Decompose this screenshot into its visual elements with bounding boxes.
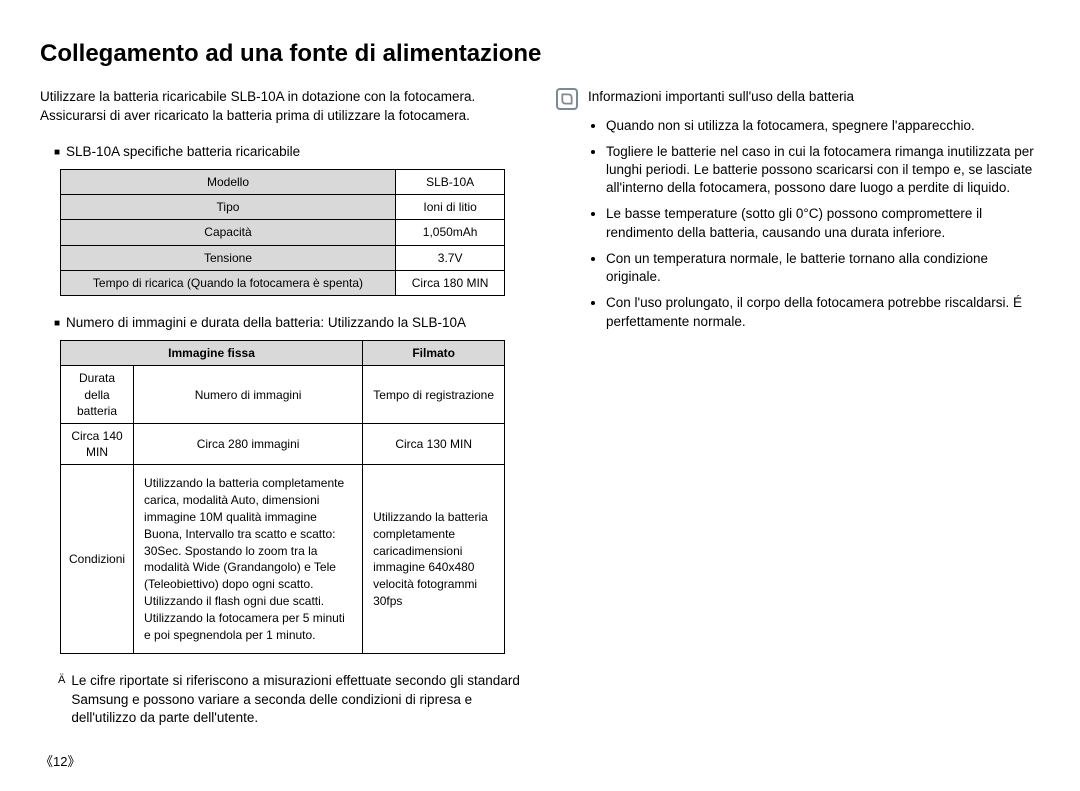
info-block: Informazioni importanti sull'uso della b… xyxy=(556,88,1040,338)
table-row: Tensione3.7V xyxy=(61,245,505,270)
page-number: 《12》 xyxy=(40,753,524,771)
left-column: Utilizzare la batteria ricaricabile SLB-… xyxy=(40,88,524,770)
footnote-text: Le cifre riportate si riferiscono a misu… xyxy=(71,672,524,727)
table-row: Immagine fissa Filmato xyxy=(61,341,505,366)
list-item: Quando non si utilizza la fotocamera, sp… xyxy=(606,117,1040,135)
table-row: Capacità1,050mAh xyxy=(61,220,505,245)
footnote-mark: Ä xyxy=(58,672,65,727)
list-item: Con un temperatura normale, le batterie … xyxy=(606,250,1040,286)
duration-table: Immagine fissa Filmato Durata della batt… xyxy=(60,340,505,654)
list-item: Le basse temperature (sotto gli 0°C) pos… xyxy=(606,205,1040,241)
right-column: Informazioni importanti sull'uso della b… xyxy=(556,88,1040,770)
col-header-still: Immagine fissa xyxy=(61,341,363,366)
spec-heading: SLB-10A specifiche batteria ricaricabile xyxy=(54,143,524,161)
list-item: Con l'uso prolungato, il corpo della fot… xyxy=(606,294,1040,330)
two-column-layout: Utilizzare la batteria ricaricabile SLB-… xyxy=(40,88,1040,770)
info-content: Informazioni importanti sull'uso della b… xyxy=(588,88,1040,338)
spec-table: ModelloSLB-10A TipoIoni di litio Capacit… xyxy=(60,169,505,296)
intro-paragraph: Utilizzare la batteria ricaricabile SLB-… xyxy=(40,88,524,124)
duration-heading: Numero di immagini e durata della batter… xyxy=(54,314,524,332)
table-row: Condizioni Utilizzando la batteria compl… xyxy=(61,465,505,654)
table-row: Tempo di ricarica (Quando la fotocamera … xyxy=(61,270,505,295)
info-list: Quando non si utilizza la fotocamera, sp… xyxy=(588,117,1040,331)
conditions-label: Condizioni xyxy=(61,465,134,654)
note-icon xyxy=(556,88,578,110)
footnote: Ä Le cifre riportate si riferiscono a mi… xyxy=(58,672,524,727)
list-item: Togliere le batterie nel caso in cui la … xyxy=(606,143,1040,198)
col-header-movie: Filmato xyxy=(363,341,505,366)
table-row: Durata della batteria Numero di immagini… xyxy=(61,366,505,424)
table-row: ModelloSLB-10A xyxy=(61,170,505,195)
table-row: TipoIoni di litio xyxy=(61,195,505,220)
table-row: Circa 140 MIN Circa 280 immagini Circa 1… xyxy=(61,423,505,464)
conditions-movie: Utilizzando la batteria completamente ca… xyxy=(363,465,505,654)
page-title: Collegamento ad una fonte di alimentazio… xyxy=(40,38,1040,70)
conditions-still: Utilizzando la batteria completamente ca… xyxy=(134,465,363,654)
info-title: Informazioni importanti sull'uso della b… xyxy=(588,88,1040,106)
